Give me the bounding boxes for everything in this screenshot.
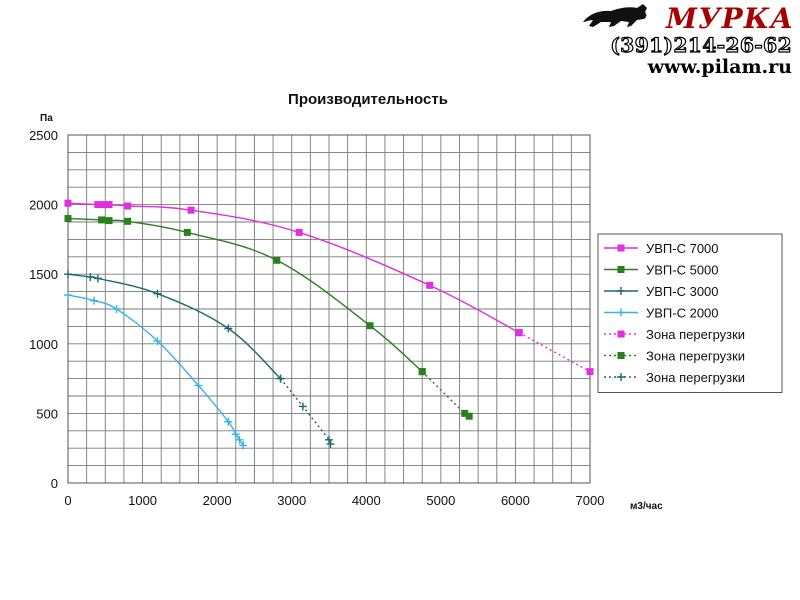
x-tick-label: 4000 bbox=[352, 493, 381, 508]
data-point bbox=[64, 199, 72, 207]
y-tick-label: 0 bbox=[51, 476, 58, 491]
data-point bbox=[295, 228, 303, 236]
data-point bbox=[64, 270, 72, 279]
series-3 bbox=[64, 291, 248, 450]
data-point bbox=[231, 430, 240, 439]
data-point bbox=[326, 440, 335, 449]
x-tick-label: 3000 bbox=[277, 493, 306, 508]
data-point bbox=[98, 216, 106, 224]
data-point bbox=[153, 337, 162, 346]
x-tick-label: 2000 bbox=[203, 493, 232, 508]
data-point bbox=[586, 368, 594, 376]
data-point bbox=[418, 368, 426, 376]
data-point bbox=[124, 202, 132, 210]
brand-logo: МУРКА (391)214-26-62 www.pilam.ru bbox=[581, 0, 796, 80]
data-point bbox=[194, 381, 203, 390]
series-4 bbox=[515, 329, 594, 376]
legend-swatch-marker bbox=[617, 308, 625, 317]
data-point bbox=[64, 215, 72, 223]
data-point bbox=[124, 217, 132, 225]
legend: УВП-С 7000 УВП-С 5000 УВП-С 3000 УВП-С 2000… bbox=[597, 233, 783, 393]
data-point bbox=[515, 329, 523, 337]
legend-label: УВП-С 5000 bbox=[646, 263, 719, 278]
chart-title: Производительность bbox=[288, 91, 448, 108]
y-axis-label: Па bbox=[40, 113, 53, 124]
data-point bbox=[224, 417, 233, 426]
axes: 0 1000 2000 3000 4000 5000 6000 7000 0 500 1000 150… bbox=[29, 128, 604, 508]
data-point bbox=[90, 296, 99, 305]
y-tick-label: 1500 bbox=[29, 267, 58, 282]
grid bbox=[67, 134, 591, 484]
data-point bbox=[366, 322, 374, 330]
legend-swatch-marker bbox=[617, 287, 625, 295]
legend-label: УВП-С 7000 bbox=[646, 241, 719, 256]
data-point bbox=[187, 206, 195, 214]
brand-phone: (391)214-26-62 bbox=[610, 32, 792, 57]
legend-label: УВП-С 3000 bbox=[646, 284, 719, 299]
legend-swatch-marker bbox=[617, 244, 625, 252]
data-point bbox=[426, 281, 434, 289]
data-point bbox=[239, 441, 248, 450]
series-5 bbox=[418, 368, 473, 420]
data-point bbox=[112, 305, 121, 313]
legend-swatch-marker bbox=[617, 266, 625, 273]
series-line bbox=[518, 332, 591, 373]
legend-box bbox=[597, 233, 783, 393]
data-point bbox=[94, 201, 102, 209]
data-point bbox=[105, 201, 113, 209]
legend-label: Зона перегрузки bbox=[646, 327, 745, 342]
legend-label: Зона перегрузки bbox=[646, 349, 745, 364]
data-point bbox=[153, 289, 162, 298]
legend-label: УВП-С 2000 bbox=[646, 306, 719, 321]
data-point bbox=[298, 402, 307, 411]
brand-site[interactable]: www.pilam.ru bbox=[647, 56, 792, 78]
y-tick-label: 500 bbox=[36, 406, 58, 421]
data-point bbox=[64, 291, 72, 300]
data-point bbox=[93, 274, 102, 283]
data-point bbox=[224, 324, 233, 333]
brand-name: МУРКА bbox=[665, 2, 794, 35]
data-point bbox=[235, 435, 244, 444]
legend-swatch-marker bbox=[617, 352, 625, 359]
data-point bbox=[465, 412, 473, 420]
data-point bbox=[98, 201, 106, 209]
plot-frame bbox=[67, 134, 591, 484]
y-tick-label: 2000 bbox=[29, 198, 58, 213]
legend-label: Зона перегрузки bbox=[646, 370, 745, 385]
data-point bbox=[276, 374, 285, 383]
x-tick-label: 6000 bbox=[501, 493, 530, 508]
y-tick-label: 2500 bbox=[29, 128, 58, 143]
series-6 bbox=[276, 374, 335, 449]
data-point bbox=[461, 409, 469, 417]
x-tick-label: 1000 bbox=[128, 493, 157, 508]
y-tick-label: 1000 bbox=[29, 337, 58, 352]
x-tick-label: 5000 bbox=[426, 493, 455, 508]
data-point bbox=[105, 217, 113, 225]
panther-icon bbox=[583, 4, 647, 27]
series-0 bbox=[64, 199, 523, 337]
x-axis-label: м3/час bbox=[630, 501, 663, 512]
data-point bbox=[273, 256, 281, 264]
series-line bbox=[67, 217, 423, 373]
legend-swatch-marker bbox=[617, 373, 625, 381]
x-tick-label: 7000 bbox=[576, 493, 605, 508]
data-point bbox=[86, 272, 95, 281]
series-line bbox=[279, 378, 333, 445]
x-tick-label: 0 bbox=[64, 493, 71, 508]
data-point bbox=[325, 435, 333, 444]
series-layer bbox=[64, 199, 594, 450]
data-point bbox=[183, 228, 191, 236]
legend-swatch-marker bbox=[617, 330, 625, 338]
